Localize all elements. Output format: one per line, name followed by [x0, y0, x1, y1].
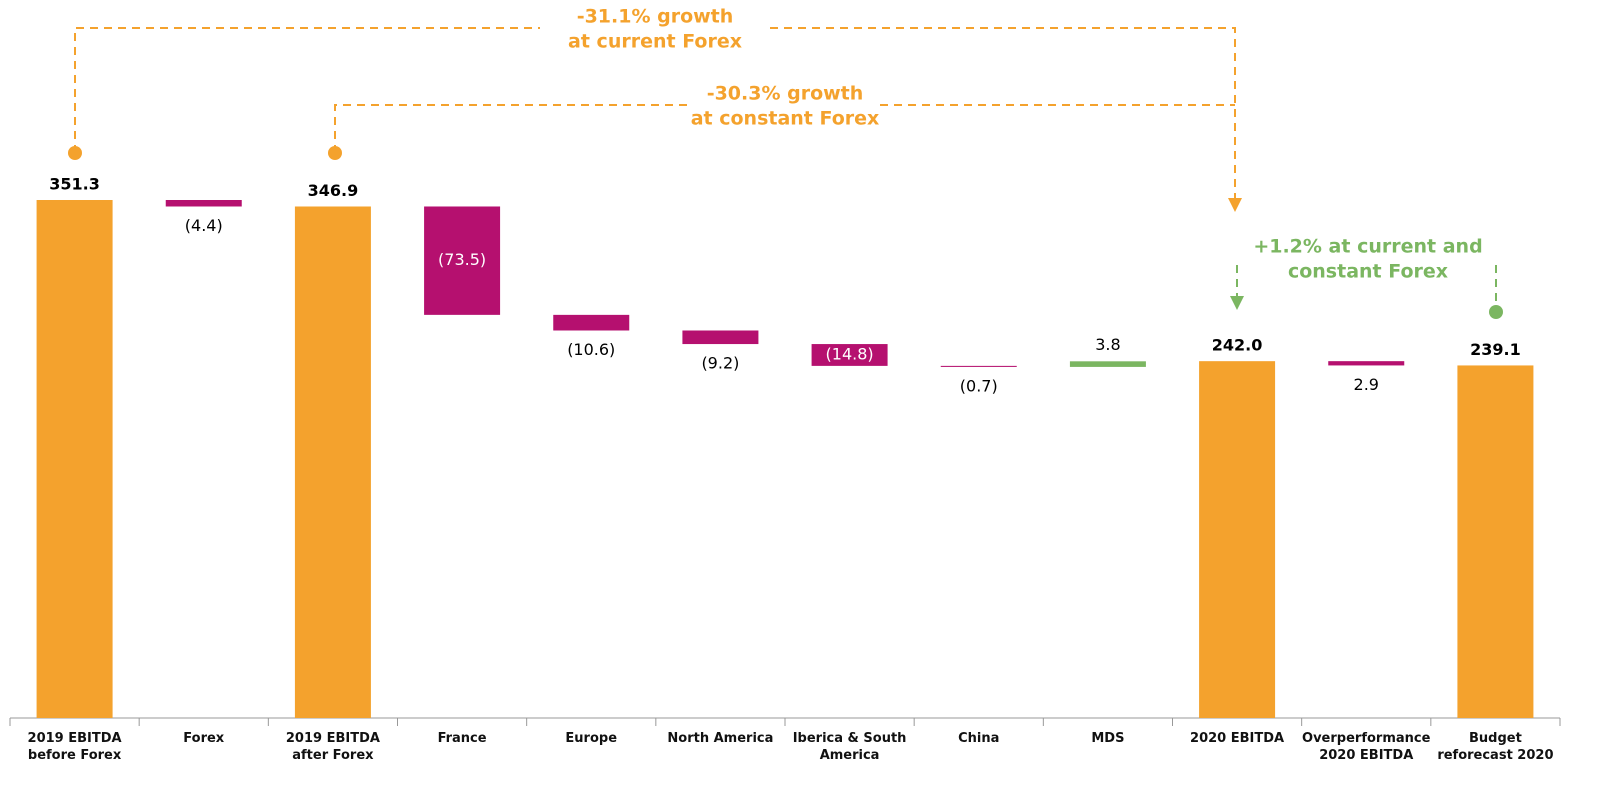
x-tick-label: North America [667, 731, 774, 746]
data-label: 2.9 [1354, 375, 1379, 394]
connector [334, 104, 1235, 153]
data-label: 239.1 [1470, 340, 1521, 359]
connector [74, 27, 1236, 200]
data-label: (4.4) [185, 216, 223, 235]
connectors [74, 27, 1497, 305]
bar [940, 365, 1017, 367]
x-tick-label: Overperformance 2020 EBITDA [1302, 731, 1431, 763]
x-tick-label: Iberica & South America [792, 731, 907, 763]
dot [1489, 305, 1503, 319]
annotation: constant Forex [1288, 261, 1448, 283]
x-tick-label: 2020 EBITDA [1190, 731, 1285, 746]
arrow [1228, 198, 1242, 212]
data-label: 346.9 [308, 181, 359, 200]
bar [1328, 361, 1405, 366]
annotation: +1.2% at current and [1253, 236, 1482, 258]
data-label: (9.2) [701, 354, 739, 373]
x-tick-label: France [437, 731, 487, 746]
dot [328, 146, 342, 160]
bar [1457, 365, 1534, 718]
x-tick-label: China [958, 731, 1000, 746]
data-label: 242.0 [1212, 336, 1263, 355]
data-label: (73.5) [438, 250, 486, 269]
annotation: at current Forex [568, 31, 742, 53]
bar [682, 330, 759, 345]
bar [1069, 361, 1146, 367]
data-label: (0.7) [960, 376, 998, 395]
data-label: 351.3 [49, 175, 100, 194]
x-tick-label: 2019 EBITDA after Forex [285, 731, 380, 763]
bar [1199, 361, 1276, 718]
bar [294, 206, 371, 718]
bar [36, 200, 113, 718]
x-tick-label: 2019 EBITDA before Forex [27, 731, 122, 763]
x-tick-label: Budget reforecast 2020 [1437, 731, 1554, 763]
x-tick-label: Forex [183, 731, 225, 746]
data-label: (14.8) [826, 344, 874, 363]
x-tick-label: MDS [1091, 731, 1125, 746]
data-label: 3.8 [1095, 335, 1120, 354]
bar [811, 344, 888, 366]
annotation: -31.1% growth [577, 6, 734, 28]
data-label: (10.6) [567, 340, 615, 359]
x-tick-label: Europe [565, 731, 618, 746]
annotation: at constant Forex [691, 108, 880, 130]
arrow [1230, 296, 1244, 310]
bar [553, 314, 630, 331]
bar [424, 206, 501, 315]
dot [68, 146, 82, 160]
annotation: -30.3% growth [707, 83, 864, 105]
bar [165, 200, 242, 207]
